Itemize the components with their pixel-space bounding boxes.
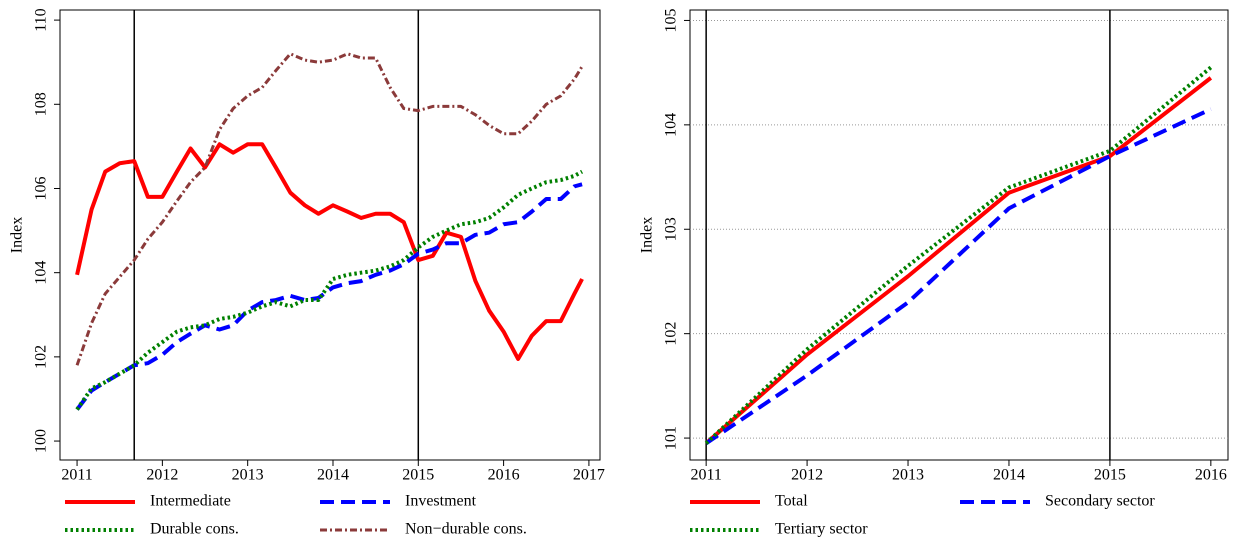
x-tick-label: 2016 (488, 467, 520, 484)
y-tick-label: 100 (33, 429, 50, 453)
x-tick-label: 2016 (1195, 467, 1227, 484)
plot-frame (689, 9, 1229, 461)
legend-label: Tertiary sector (775, 521, 868, 538)
x-tick-label: 2015 (1094, 467, 1126, 484)
y-tick-label: 105 (663, 8, 680, 32)
legend-label: Secondary sector (1045, 493, 1155, 510)
plot-frame (59, 9, 601, 461)
x-tick-label: 2017 (573, 467, 605, 484)
y-tick-label: 102 (33, 345, 50, 369)
y-tick-label: 101 (663, 426, 680, 450)
x-tick-label: 2012 (791, 467, 823, 484)
series-line (704, 76, 1213, 445)
x-tick-label: 2011 (61, 467, 92, 484)
x-tick-label: 2015 (402, 467, 434, 484)
y-tick-label: 108 (33, 92, 50, 116)
legend-label: Total (775, 493, 808, 510)
y-tick-label: 103 (663, 217, 680, 241)
series-line (75, 182, 583, 411)
x-tick-label: 2013 (232, 467, 264, 484)
legend-label: Investment (405, 493, 477, 510)
series-line (705, 107, 1212, 445)
x-tick-label: 2014 (317, 467, 349, 484)
y-tick-label: 106 (33, 176, 50, 200)
x-tick-label: 2014 (993, 467, 1025, 484)
series-line (75, 169, 584, 411)
x-tick-label: 2012 (146, 467, 178, 484)
legend-label: Intermediate (150, 493, 231, 510)
series-line (75, 52, 584, 366)
y-axis-label: Index (9, 217, 26, 253)
y-tick-label: 110 (33, 8, 50, 31)
y-tick-label: 102 (663, 322, 680, 346)
y-tick-label: 104 (33, 261, 50, 285)
legend-label: Non−durable cons. (405, 521, 527, 538)
x-tick-label: 2011 (690, 467, 721, 484)
y-tick-label: 104 (663, 113, 680, 137)
series-line (75, 142, 584, 361)
y-axis-label: Index (639, 217, 656, 253)
x-tick-label: 2013 (892, 467, 924, 484)
legend-label: Durable cons. (150, 521, 239, 538)
